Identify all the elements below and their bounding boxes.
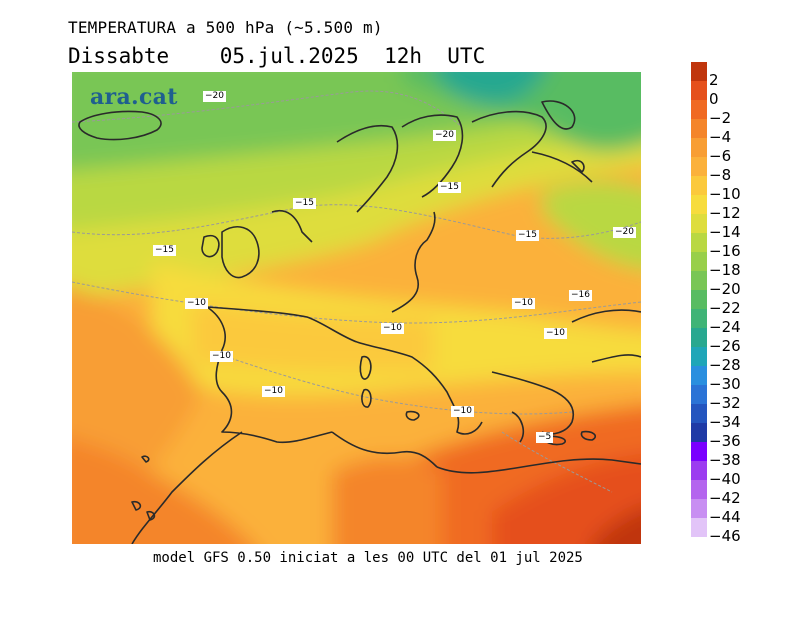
- legend-swatch: [691, 347, 707, 366]
- contour-label: −10: [262, 386, 285, 397]
- legend-label: −26: [709, 337, 741, 355]
- legend-label: −12: [709, 204, 741, 222]
- legend-label: −34: [709, 413, 741, 431]
- contour-label: −10: [544, 328, 567, 339]
- legend-label: −32: [709, 394, 741, 412]
- legend-swatch: [691, 119, 707, 138]
- legend-swatch: [691, 176, 707, 195]
- legend-label: −24: [709, 318, 741, 336]
- ara-cat-logo: ara.cat: [90, 84, 178, 110]
- legend-swatch: [691, 157, 707, 176]
- legend-label: −38: [709, 451, 741, 469]
- contour-label: −20: [613, 227, 636, 238]
- legend-label: −6: [709, 147, 732, 165]
- contour-label: −10: [381, 323, 404, 334]
- legend-label: −44: [709, 508, 741, 526]
- legend-label: −4: [709, 128, 732, 146]
- contour-label: −20: [433, 130, 456, 141]
- legend-swatch: [691, 100, 707, 119]
- contour-label: −10: [512, 298, 535, 309]
- legend-label: 2: [709, 71, 719, 89]
- contour-label: −5: [536, 432, 554, 443]
- contour-label: −15: [438, 182, 461, 193]
- contour-label: −16: [569, 290, 592, 301]
- legend-label: −8: [709, 166, 732, 184]
- legend-label: −30: [709, 375, 741, 393]
- model-footer: model GFS 0.50 iniciat a les 00 UTC del …: [153, 550, 583, 566]
- contour-label: −20: [203, 91, 226, 102]
- legend-swatch: [691, 328, 707, 347]
- contour-label: −10: [185, 298, 208, 309]
- legend-label: −18: [709, 261, 741, 279]
- legend-swatch: [691, 214, 707, 233]
- legend-label: −16: [709, 242, 741, 260]
- contour-label: −15: [293, 198, 316, 209]
- temperature-map: [72, 72, 641, 544]
- legend-label: −40: [709, 470, 741, 488]
- legend-swatch: [691, 309, 707, 328]
- temperature-field: [72, 72, 641, 544]
- legend-label: −10: [709, 185, 741, 203]
- legend-swatch: [691, 271, 707, 290]
- map-title: TEMPERATURA a 500 hPa (~5.500 m): [68, 18, 383, 37]
- map-field: [72, 72, 641, 544]
- legend-swatch: [691, 62, 707, 81]
- legend-swatch: [691, 366, 707, 385]
- legend-swatch: [691, 499, 707, 518]
- legend-swatch: [691, 518, 707, 537]
- contour-label: −15: [153, 245, 176, 256]
- legend-label: −28: [709, 356, 741, 374]
- legend-label: −2: [709, 109, 732, 127]
- contour-label: −10: [210, 351, 233, 362]
- coastlines: [78, 100, 641, 544]
- legend-swatch: [691, 81, 707, 100]
- legend-swatch: [691, 385, 707, 404]
- legend-swatch: [691, 233, 707, 252]
- legend-swatch: [691, 404, 707, 423]
- legend-label: −14: [709, 223, 741, 241]
- legend-swatch: [691, 195, 707, 214]
- legend-swatch: [691, 461, 707, 480]
- legend-label: −46: [709, 527, 741, 545]
- legend-label: −42: [709, 489, 741, 507]
- legend-swatch: [691, 442, 707, 461]
- contour-label: −10: [451, 406, 474, 417]
- map-date: Dissabte 05.jul.2025 12h UTC: [68, 44, 486, 68]
- legend-label: −22: [709, 299, 741, 317]
- legend-swatch: [691, 252, 707, 271]
- contour-label: −15: [516, 230, 539, 241]
- legend-swatch: [691, 290, 707, 309]
- legend-swatch: [691, 480, 707, 499]
- legend-label: −20: [709, 280, 741, 298]
- legend-label: 0: [709, 90, 719, 108]
- legend-swatch: [691, 423, 707, 442]
- legend-label: −36: [709, 432, 741, 450]
- legend-swatch: [691, 138, 707, 157]
- color-legend: [691, 62, 707, 537]
